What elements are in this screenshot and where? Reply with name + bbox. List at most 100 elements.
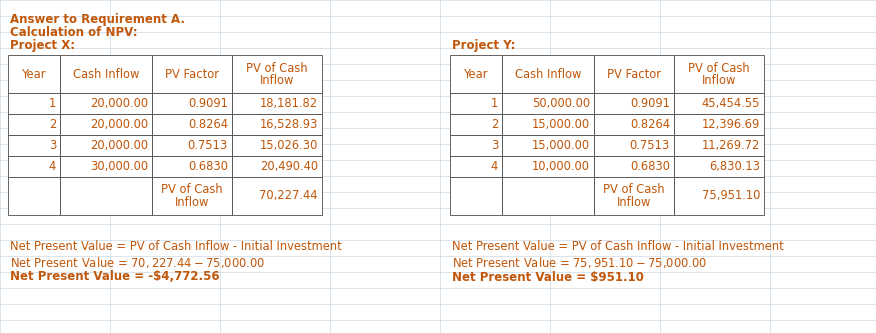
- Bar: [152, 135, 232, 156]
- Text: 15,000.00: 15,000.00: [532, 118, 590, 131]
- Text: 2: 2: [491, 118, 498, 131]
- Text: 10,000.00: 10,000.00: [532, 160, 590, 173]
- Bar: [152, 93, 232, 114]
- Bar: [674, 177, 764, 215]
- Text: 1: 1: [491, 97, 498, 110]
- Bar: [152, 114, 232, 135]
- Text: 20,490.40: 20,490.40: [260, 160, 318, 173]
- Text: Net Present Value = PV of Cash Inflow - Initial Investment: Net Present Value = PV of Cash Inflow - …: [10, 240, 342, 253]
- Bar: [674, 156, 764, 177]
- Bar: [8, 177, 60, 215]
- Text: PV of Cash: PV of Cash: [161, 183, 223, 196]
- Text: 0.7513: 0.7513: [630, 139, 670, 152]
- Text: 0.6830: 0.6830: [630, 160, 670, 173]
- Bar: [8, 55, 60, 93]
- Text: Net Present Value = -$4,772.56: Net Present Value = -$4,772.56: [10, 270, 220, 283]
- Bar: [674, 135, 764, 156]
- Text: 12,396.69: 12,396.69: [702, 118, 760, 131]
- Bar: [502, 114, 594, 135]
- Bar: [232, 156, 322, 177]
- Text: 0.9091: 0.9091: [630, 97, 670, 110]
- Bar: [450, 55, 502, 93]
- Text: Year: Year: [463, 68, 488, 81]
- Bar: [232, 55, 322, 93]
- Bar: [450, 114, 502, 135]
- Bar: [450, 177, 502, 215]
- Text: Cash Inflow: Cash Inflow: [73, 68, 139, 81]
- Bar: [60, 114, 152, 135]
- Text: Net Present Value = $951.10: Net Present Value = $951.10: [452, 270, 644, 283]
- Text: Answer to Requirement A.: Answer to Requirement A.: [10, 13, 185, 26]
- Text: Inflow: Inflow: [175, 196, 209, 209]
- Bar: [152, 156, 232, 177]
- Text: 3: 3: [491, 139, 498, 152]
- Text: 2: 2: [49, 118, 56, 131]
- Text: PV of Cash: PV of Cash: [246, 62, 307, 75]
- Bar: [60, 177, 152, 215]
- Bar: [674, 55, 764, 93]
- Text: Cash Inflow: Cash Inflow: [515, 68, 581, 81]
- Bar: [8, 114, 60, 135]
- Text: 15,026.30: 15,026.30: [259, 139, 318, 152]
- Text: Project Y:: Project Y:: [452, 39, 515, 52]
- Text: PV of Cash: PV of Cash: [689, 62, 750, 75]
- Text: 0.6830: 0.6830: [188, 160, 228, 173]
- Text: PV Factor: PV Factor: [165, 68, 219, 81]
- Text: 0.8264: 0.8264: [630, 118, 670, 131]
- Bar: [450, 135, 502, 156]
- Text: 11,269.72: 11,269.72: [702, 139, 760, 152]
- Bar: [502, 135, 594, 156]
- Text: Inflow: Inflow: [260, 74, 294, 87]
- Text: 45,454.55: 45,454.55: [702, 97, 760, 110]
- Bar: [450, 156, 502, 177]
- Bar: [594, 93, 674, 114]
- Bar: [60, 156, 152, 177]
- Text: Project X:: Project X:: [10, 39, 75, 52]
- Text: Inflow: Inflow: [617, 196, 651, 209]
- Bar: [450, 93, 502, 114]
- Text: 20,000.00: 20,000.00: [90, 139, 148, 152]
- Bar: [594, 156, 674, 177]
- Text: 1: 1: [49, 97, 56, 110]
- Text: 20,000.00: 20,000.00: [90, 97, 148, 110]
- Bar: [232, 177, 322, 215]
- Text: Inflow: Inflow: [702, 74, 736, 87]
- Text: 20,000.00: 20,000.00: [90, 118, 148, 131]
- Text: 3: 3: [49, 139, 56, 152]
- Text: 0.7513: 0.7513: [187, 139, 228, 152]
- Bar: [8, 93, 60, 114]
- Bar: [232, 93, 322, 114]
- Bar: [232, 135, 322, 156]
- Text: 18,181.82: 18,181.82: [260, 97, 318, 110]
- Bar: [60, 135, 152, 156]
- Bar: [152, 55, 232, 93]
- Text: PV Factor: PV Factor: [607, 68, 661, 81]
- Bar: [232, 114, 322, 135]
- Text: Net Present Value = $70,227.44 - $75,000.00: Net Present Value = $70,227.44 - $75,000…: [10, 254, 265, 269]
- Text: 6,830.13: 6,830.13: [709, 160, 760, 173]
- Text: Calculation of NPV:: Calculation of NPV:: [10, 26, 138, 39]
- Text: 30,000.00: 30,000.00: [90, 160, 148, 173]
- Text: 75,951.10: 75,951.10: [702, 189, 760, 202]
- Text: Year: Year: [22, 68, 46, 81]
- Bar: [594, 55, 674, 93]
- Bar: [594, 114, 674, 135]
- Text: 70,227.44: 70,227.44: [259, 189, 318, 202]
- Text: 15,000.00: 15,000.00: [532, 139, 590, 152]
- Text: Net Present Value = PV of Cash Inflow - Initial Investment: Net Present Value = PV of Cash Inflow - …: [452, 240, 784, 253]
- Bar: [674, 93, 764, 114]
- Bar: [502, 55, 594, 93]
- Text: 16,528.93: 16,528.93: [259, 118, 318, 131]
- Bar: [60, 93, 152, 114]
- Text: Net Present Value = $75,951.10 - $75,000.00: Net Present Value = $75,951.10 - $75,000…: [452, 254, 707, 269]
- Bar: [8, 135, 60, 156]
- Text: PV of Cash: PV of Cash: [604, 183, 665, 196]
- Text: 4: 4: [491, 160, 498, 173]
- Bar: [594, 135, 674, 156]
- Text: 0.8264: 0.8264: [188, 118, 228, 131]
- Bar: [502, 93, 594, 114]
- Text: 4: 4: [49, 160, 56, 173]
- Bar: [152, 177, 232, 215]
- Text: 50,000.00: 50,000.00: [532, 97, 590, 110]
- Bar: [594, 177, 674, 215]
